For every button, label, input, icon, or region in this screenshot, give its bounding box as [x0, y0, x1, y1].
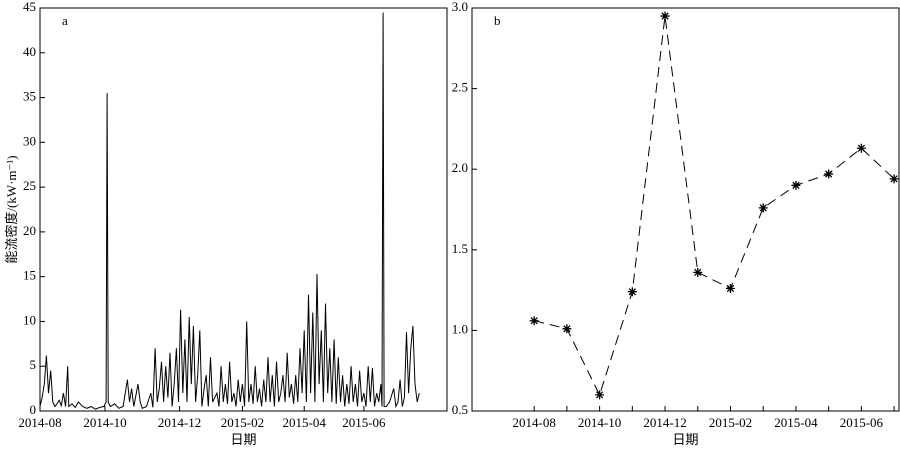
y-tick-label: 45: [23, 0, 36, 14]
marker: [660, 11, 670, 21]
x-tick-label: 2014-08: [18, 415, 61, 430]
marker: [791, 180, 801, 190]
y-tick-label: 1.0: [452, 321, 468, 336]
y-tick-label: 15: [23, 268, 36, 283]
y-tick-label: 1.5: [452, 241, 468, 256]
x-tick-label: 2014-10: [83, 415, 126, 430]
y-tick-label: 20: [23, 223, 36, 238]
panel-label: a: [62, 13, 68, 28]
x-tick-label: 2015-02: [221, 415, 264, 430]
marker: [595, 390, 605, 400]
x-tick-label: 2015-02: [709, 415, 752, 430]
y-axis-label: 能流密度/(kW·m⁻¹): [4, 155, 19, 263]
panel: a 0 5 10 15 20 25 30 35 40 45 2014-08 2014-10 2014-12…: [4, 0, 448, 447]
marker: [758, 203, 768, 213]
plot-frame: [471, 7, 900, 412]
x-tick-label: 2014-12: [643, 415, 686, 430]
y-tick-label: 3.0: [452, 0, 468, 14]
x-tick-label: 2014-12: [158, 415, 201, 430]
y-tick-label: 25: [23, 178, 36, 193]
y-tick-label: 30: [23, 133, 36, 148]
y-tick-label: 0: [30, 402, 37, 417]
marker: [529, 316, 539, 326]
y-tick-label: 5: [30, 357, 37, 372]
y-tick-label: 10: [23, 312, 36, 327]
x-axis-label: 日期: [672, 432, 698, 447]
panel-label: b: [494, 13, 501, 28]
data-line: [39, 12, 420, 410]
marker: [562, 324, 572, 334]
marker: [693, 267, 703, 277]
marker: [856, 143, 866, 153]
data-line: [534, 16, 895, 397]
plot-frame: [39, 7, 448, 412]
y-tick-label: 0.5: [452, 402, 468, 417]
y-tick-label: 40: [23, 44, 36, 59]
marker: [889, 174, 899, 184]
x-tick-label: 2014-10: [578, 415, 621, 430]
marker: [627, 287, 637, 297]
marker: [725, 283, 735, 293]
marker: [824, 169, 834, 179]
x-tick-label: 2015-06: [840, 415, 884, 430]
x-tick-label: 2014-08: [512, 415, 555, 430]
x-tick-label: 2015-04: [774, 415, 818, 430]
x-axis-label: 日期: [230, 432, 256, 447]
x-tick-label: 2015-06: [342, 415, 386, 430]
y-tick-label: 35: [23, 89, 36, 104]
y-tick-label: 2.5: [452, 80, 468, 95]
x-tick-label: 2015-04: [283, 415, 327, 430]
y-tick-label: 2.0: [452, 160, 468, 175]
panel: b 0.5 1.0 1.5 2.0 2.5 3.0 2014-08 2014-10 2014-12…: [452, 0, 900, 447]
